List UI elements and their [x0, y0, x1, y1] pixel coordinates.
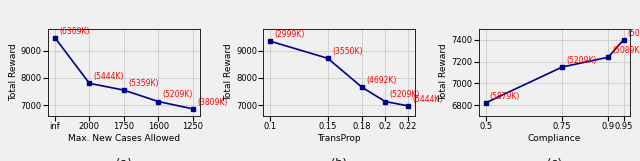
Text: (5444K): (5444K) — [412, 95, 443, 104]
Text: (5359K): (5359K) — [128, 79, 159, 88]
Text: (5019K): (5019K) — [628, 29, 640, 38]
Text: (5209K): (5209K) — [389, 90, 420, 99]
Text: (c): (c) — [547, 158, 562, 161]
Text: (a): (a) — [116, 158, 132, 161]
Text: (5089K): (5089K) — [612, 46, 640, 55]
Text: (2999K): (2999K) — [275, 30, 305, 39]
Y-axis label: Total Reward: Total Reward — [224, 44, 233, 101]
Text: (3550K): (3550K) — [332, 47, 362, 56]
Text: (b): (b) — [332, 158, 347, 161]
Text: (5209K): (5209K) — [566, 56, 596, 65]
Text: (3809K): (3809K) — [197, 98, 227, 107]
Text: (5444K): (5444K) — [93, 72, 124, 81]
Y-axis label: Total Reward: Total Reward — [9, 44, 18, 101]
Text: (4692K): (4692K) — [366, 76, 397, 85]
X-axis label: Compliance: Compliance — [528, 134, 581, 143]
X-axis label: Max. New Cases Allowed: Max. New Cases Allowed — [68, 134, 180, 143]
Text: (5879K): (5879K) — [490, 92, 520, 101]
X-axis label: TransProp: TransProp — [317, 134, 361, 143]
Text: (5209K): (5209K) — [163, 90, 193, 99]
Y-axis label: Total Reward: Total Reward — [440, 44, 449, 101]
Text: (6309K): (6309K) — [59, 27, 90, 36]
